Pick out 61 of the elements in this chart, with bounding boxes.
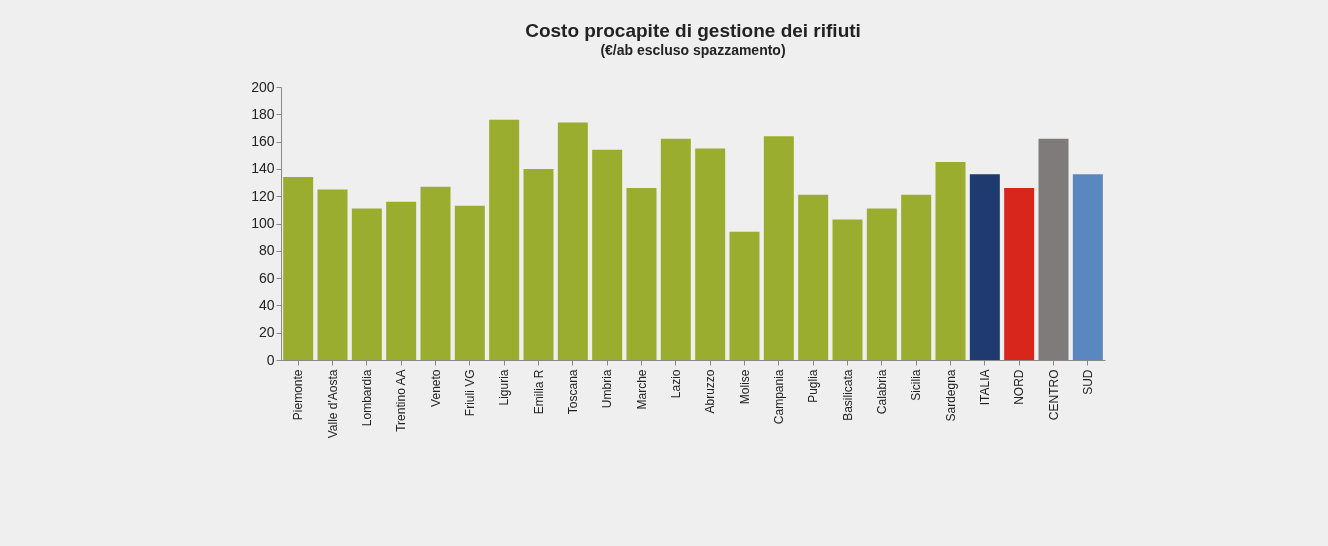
bar <box>489 119 520 360</box>
x-tick-label: Trentino AA <box>394 369 409 432</box>
y-tick-label: 40 <box>258 296 275 313</box>
bar <box>763 136 794 360</box>
chart-title: Costo procapite di gestione dei rifiuti <box>525 20 861 41</box>
x-tick-label: Valle d'Aosta <box>325 369 340 439</box>
bar <box>420 186 451 360</box>
bar <box>798 194 829 360</box>
y-tick-label: 20 <box>258 324 275 341</box>
x-tick-label: Sardegna <box>943 369 958 422</box>
bar <box>1038 138 1069 360</box>
x-tick-label: Campania <box>771 369 786 425</box>
y-tick-label: 0 <box>266 351 275 368</box>
bar <box>557 122 588 360</box>
bar <box>317 189 348 360</box>
x-tick-label: Friuli VG <box>462 369 477 417</box>
bar <box>695 148 726 360</box>
x-tick-label: Toscana <box>565 369 580 415</box>
bar <box>729 231 760 360</box>
y-tick-label: 80 <box>258 242 275 259</box>
bar <box>523 168 554 360</box>
y-tick-label: 120 <box>251 187 275 204</box>
y-tick-label: 160 <box>251 133 275 150</box>
x-tick-label: Molise <box>737 369 752 405</box>
x-tick-label: CENTRO <box>1046 369 1061 421</box>
y-tick-label: 140 <box>251 160 275 177</box>
bar <box>351 208 382 360</box>
x-tick-label: NORD <box>1012 369 1027 405</box>
bar <box>901 194 932 360</box>
y-tick-label: 180 <box>251 105 275 122</box>
x-tick-label: SUD <box>1080 369 1095 395</box>
bar <box>592 149 623 360</box>
bar <box>935 162 966 360</box>
x-tick-label: Abruzzo <box>703 369 718 414</box>
bar <box>386 201 417 360</box>
x-tick-label: Lazio <box>668 369 683 399</box>
y-tick-label: 100 <box>251 215 275 231</box>
bar <box>454 205 485 360</box>
x-tick-label: Umbria <box>600 369 615 409</box>
bar <box>283 177 314 360</box>
bar <box>1072 174 1103 360</box>
x-tick-label: Liguria <box>497 369 512 406</box>
x-tick-label: Marche <box>634 369 649 410</box>
x-tick-label: ITALIA <box>977 369 992 406</box>
x-tick-label: Lombardia <box>359 369 374 427</box>
x-tick-label: Emilia R <box>531 369 546 415</box>
x-tick-label: Basilicata <box>840 369 855 421</box>
x-tick-label: Sicilia <box>909 369 924 401</box>
x-tick-label: Puglia <box>806 369 821 403</box>
bar <box>660 138 691 360</box>
x-tick-label: Piemonte <box>291 369 306 421</box>
y-tick-label: 60 <box>258 269 275 286</box>
bar <box>1004 188 1035 360</box>
y-tick-label: 200 <box>251 78 275 95</box>
x-tick-label: Calabria <box>874 369 889 415</box>
x-tick-label: Veneto <box>428 369 443 407</box>
chart-subtitle: (€/ab escluso spazzamento) <box>600 42 786 58</box>
bar <box>832 219 863 360</box>
bar <box>969 174 1000 360</box>
bar <box>866 208 897 360</box>
bar <box>626 188 657 360</box>
